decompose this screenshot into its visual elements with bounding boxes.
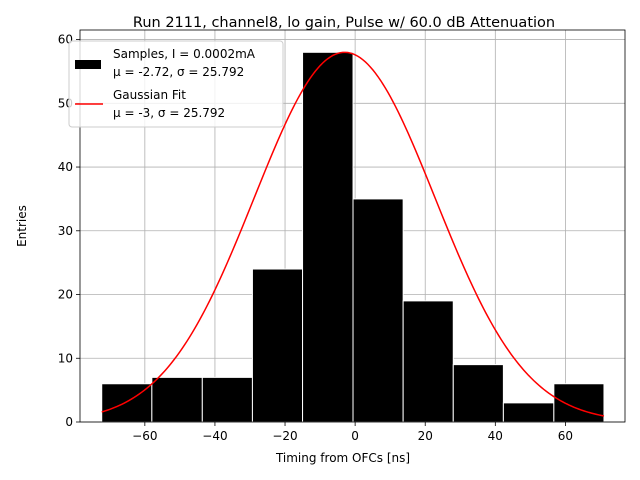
gaussian-fit-line [101, 51, 605, 417]
chart-title: Run 2111, channel8, lo gain, Pulse w/ 60… [133, 15, 555, 31]
histogram-bar [502, 402, 555, 423]
x-tick-label: 40 [488, 429, 503, 443]
histogram-bar [302, 51, 354, 423]
plot-frame [79, 29, 626, 423]
x-tick-label: 20 [418, 429, 433, 443]
y-tick-label: 30 [58, 224, 73, 238]
y-tick-label: 10 [58, 351, 73, 365]
histogram-bar [553, 383, 605, 423]
x-axis-ticks: −60 −40 −20 0 20 40 60 [132, 422, 573, 443]
legend-swatch-samples [75, 60, 101, 69]
y-tick-label: 20 [58, 288, 73, 302]
histogram-bar [402, 300, 454, 423]
y-tick-label: 0 [65, 415, 73, 429]
x-tick-label: −60 [132, 429, 157, 443]
x-tick-label: 60 [558, 429, 573, 443]
x-tick-label: −20 [272, 429, 297, 443]
x-tick-label: 0 [351, 429, 359, 443]
histogram-bars [101, 51, 605, 423]
legend-label-fit-stats: μ = -3, σ = 25.792 [113, 106, 225, 120]
histogram-bar [151, 376, 203, 423]
y-axis-label: Entries [15, 205, 29, 247]
x-tick-label: −40 [202, 429, 227, 443]
histogram-bar [201, 376, 253, 423]
legend: Samples, I = 0.0002mA μ = -2.72, σ = 25.… [68, 40, 284, 128]
legend-label-samples-stats: μ = -2.72, σ = 25.792 [113, 65, 244, 79]
gaussian-fit [101, 51, 605, 417]
histogram-bar [352, 198, 404, 423]
x-axis-label: Timing from OFCs [ns] [275, 451, 410, 465]
legend-label-samples: Samples, I = 0.0002mA [113, 47, 256, 61]
legend-box [68, 40, 284, 128]
y-tick-label: 40 [58, 160, 73, 174]
histogram-bar [452, 364, 504, 423]
histogram-bar [251, 268, 304, 423]
legend-label-fit: Gaussian Fit [113, 88, 186, 102]
